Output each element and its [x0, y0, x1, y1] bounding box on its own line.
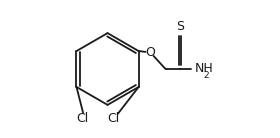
Text: Cl: Cl	[107, 112, 119, 125]
Text: NH: NH	[195, 63, 214, 75]
Text: Cl: Cl	[77, 112, 89, 125]
Text: O: O	[145, 46, 155, 59]
Text: S: S	[176, 20, 184, 33]
Text: 2: 2	[203, 71, 209, 80]
